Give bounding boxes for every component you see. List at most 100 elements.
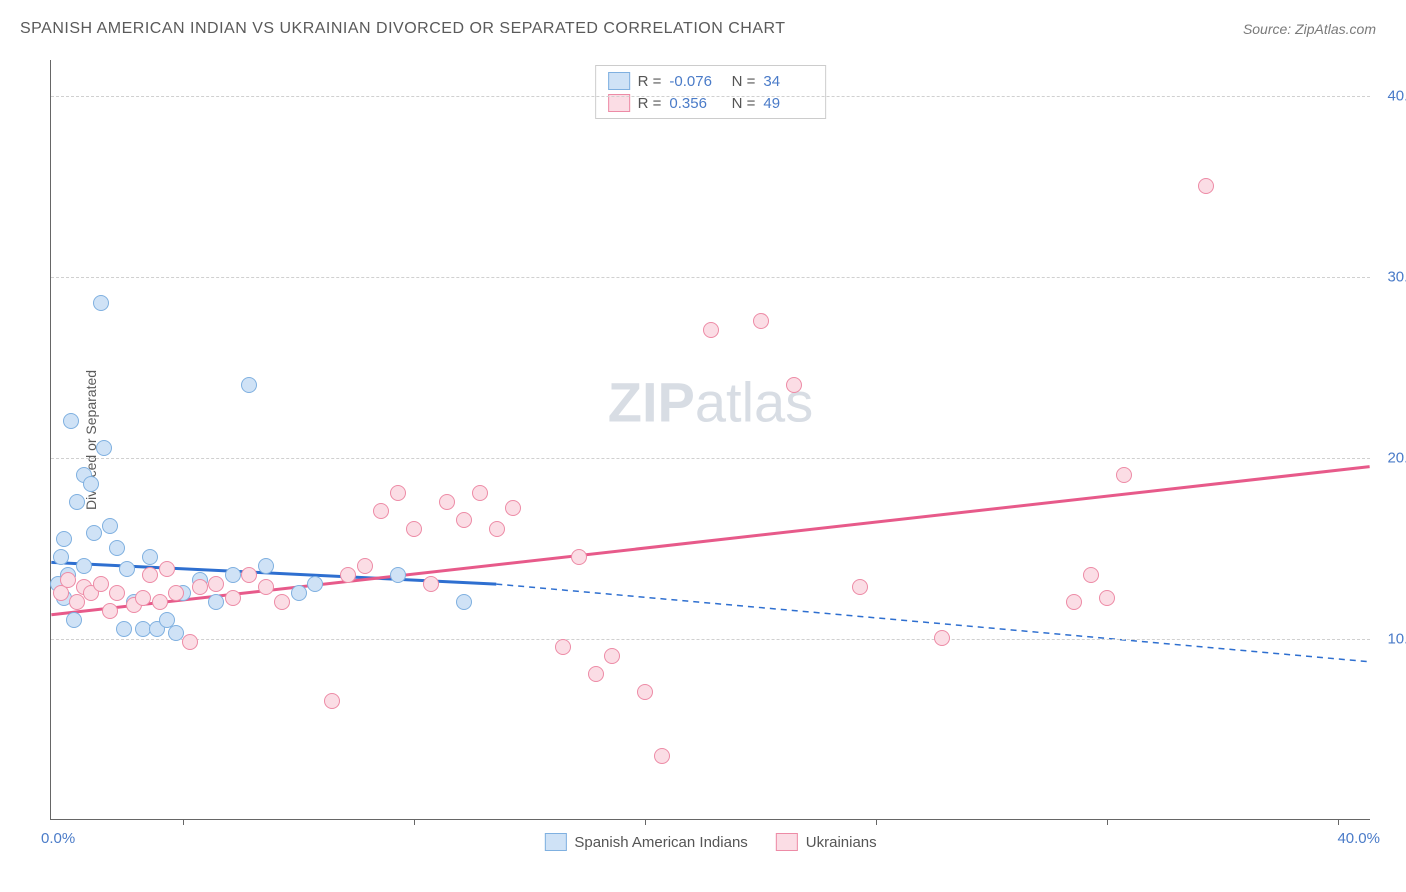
scatter-point (1083, 567, 1099, 583)
scatter-point (142, 567, 158, 583)
scatter-point (340, 567, 356, 583)
scatter-point (93, 295, 109, 311)
scatter-point (373, 503, 389, 519)
scatter-point (274, 594, 290, 610)
scatter-point (69, 494, 85, 510)
scatter-point (423, 576, 439, 592)
y-tick-label: 20.0% (1387, 450, 1406, 467)
y-tick-label: 40.0% (1387, 88, 1406, 105)
x-tick (183, 819, 184, 825)
legend-series-label: Ukrainians (806, 834, 877, 851)
watermark-zip: ZIP (608, 370, 695, 433)
scatter-point (225, 590, 241, 606)
scatter-point (258, 558, 274, 574)
scatter-point (83, 476, 99, 492)
scatter-point (654, 748, 670, 764)
chart-title: SPANISH AMERICAN INDIAN VS UKRAINIAN DIV… (20, 20, 786, 38)
scatter-point (109, 540, 125, 556)
watermark: ZIPatlas (608, 369, 813, 434)
scatter-point (208, 576, 224, 592)
scatter-point (456, 594, 472, 610)
scatter-point (225, 567, 241, 583)
scatter-point (76, 558, 92, 574)
gridline (51, 639, 1370, 640)
scatter-point (571, 549, 587, 565)
legend-r-value: -0.076 (669, 73, 719, 90)
legend-swatch (608, 72, 630, 90)
scatter-point (505, 500, 521, 516)
scatter-point (63, 413, 79, 429)
scatter-point (102, 518, 118, 534)
scatter-point (1198, 178, 1214, 194)
scatter-point (753, 313, 769, 329)
chart-plot-area: Divorced or Separated ZIPatlas 0.0% 40.0… (50, 60, 1370, 820)
x-tick (645, 819, 646, 825)
legend-correlation-row: R = -0.076 N = 34 (608, 70, 814, 92)
scatter-point (489, 521, 505, 537)
scatter-point (159, 561, 175, 577)
scatter-point (116, 621, 132, 637)
scatter-point (472, 485, 488, 501)
scatter-point (102, 603, 118, 619)
scatter-point (56, 531, 72, 547)
scatter-point (258, 579, 274, 595)
scatter-point (637, 684, 653, 700)
chart-source: Source: ZipAtlas.com (1243, 21, 1376, 37)
scatter-point (142, 549, 158, 565)
scatter-point (390, 485, 406, 501)
legend-series-item: Spanish American Indians (544, 833, 747, 851)
chart-header: SPANISH AMERICAN INDIAN VS UKRAINIAN DIV… (0, 0, 1406, 48)
x-tick (414, 819, 415, 825)
scatter-point (119, 561, 135, 577)
scatter-point (208, 594, 224, 610)
legend-n-label: N = (727, 73, 755, 90)
scatter-point (406, 521, 422, 537)
x-axis-max-label: 40.0% (1337, 830, 1380, 847)
x-axis-min-label: 0.0% (41, 830, 75, 847)
scatter-point (390, 567, 406, 583)
scatter-point (588, 666, 604, 682)
scatter-point (152, 594, 168, 610)
scatter-point (604, 648, 620, 664)
scatter-point (53, 549, 69, 565)
scatter-point (93, 576, 109, 592)
scatter-point (307, 576, 323, 592)
scatter-point (324, 693, 340, 709)
y-tick-label: 30.0% (1387, 269, 1406, 286)
scatter-point (439, 494, 455, 510)
scatter-point (109, 585, 125, 601)
regression-line-extrapolated (496, 584, 1369, 662)
gridline (51, 277, 1370, 278)
scatter-point (555, 639, 571, 655)
scatter-point (86, 525, 102, 541)
gridline (51, 458, 1370, 459)
legend-r-label: R = (638, 73, 662, 90)
scatter-point (1066, 594, 1082, 610)
scatter-point (291, 585, 307, 601)
legend-series: Spanish American Indians Ukrainians (544, 833, 876, 851)
scatter-point (96, 440, 112, 456)
legend-n-value: 34 (763, 73, 813, 90)
legend-series-item: Ukrainians (776, 833, 877, 851)
scatter-point (60, 572, 76, 588)
scatter-point (456, 512, 472, 528)
scatter-point (192, 579, 208, 595)
x-tick (1338, 819, 1339, 825)
scatter-point (135, 590, 151, 606)
scatter-point (168, 585, 184, 601)
legend-swatch (544, 833, 566, 851)
scatter-point (241, 377, 257, 393)
scatter-point (241, 567, 257, 583)
gridline (51, 96, 1370, 97)
regression-lines (51, 60, 1370, 819)
legend-series-label: Spanish American Indians (574, 834, 747, 851)
scatter-point (703, 322, 719, 338)
x-tick (876, 819, 877, 825)
legend-swatch (776, 833, 798, 851)
scatter-point (934, 630, 950, 646)
scatter-point (852, 579, 868, 595)
scatter-point (786, 377, 802, 393)
scatter-point (66, 612, 82, 628)
x-tick (1107, 819, 1108, 825)
scatter-point (1099, 590, 1115, 606)
